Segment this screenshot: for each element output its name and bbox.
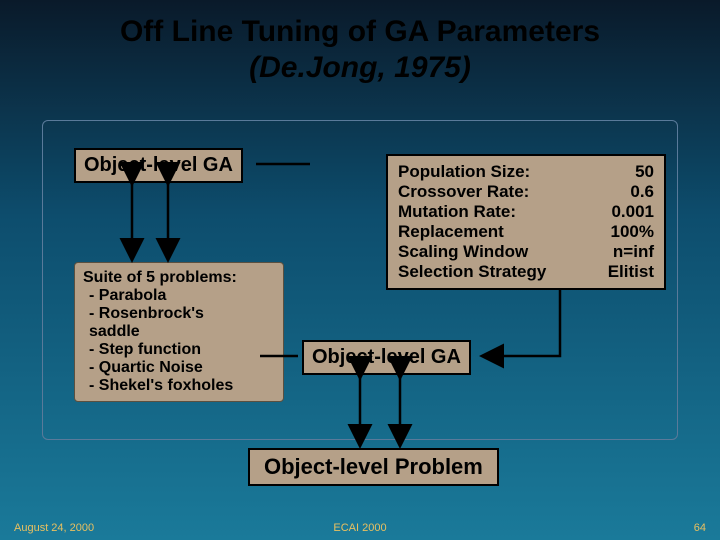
param-value: 0.6 [630, 182, 654, 202]
box-object-level-problem: Object-level Problem [248, 448, 499, 486]
param-row: Selection Strategy Elitist [398, 262, 654, 282]
suite-item: - Parabola [83, 287, 275, 305]
footer-date: August 24, 2000 [14, 522, 94, 534]
suite-title: Suite of 5 problems: [83, 269, 275, 287]
param-row: Scaling Window n=inf [398, 242, 654, 262]
param-label: Population Size: [398, 162, 530, 182]
title-line1: Off Line Tuning of GA Parameters [0, 14, 720, 50]
param-value: Elitist [608, 262, 654, 282]
param-label: Scaling Window [398, 242, 528, 262]
suite-item: - Shekel's foxholes [83, 377, 275, 395]
param-row: Population Size: 50 [398, 162, 654, 182]
suite-item: - Quartic Noise [83, 359, 275, 377]
footer-page-number: 64 [694, 522, 706, 534]
suite-item: saddle [83, 323, 275, 341]
footer-conference: ECAI 2000 [333, 522, 386, 534]
suite-item: - Step function [83, 341, 275, 359]
param-value: n=inf [613, 242, 654, 262]
box-object-level-ga-top: Object-level GA [74, 148, 243, 183]
param-label: Crossover Rate: [398, 182, 529, 202]
param-label: Selection Strategy [398, 262, 546, 282]
box-params: Population Size: 50 Crossover Rate: 0.6 Mu… [386, 154, 666, 290]
param-row: Mutation Rate: 0.001 [398, 202, 654, 222]
param-row: Replacement 100% [398, 222, 654, 242]
param-value: 100% [611, 222, 654, 242]
param-label: Mutation Rate: [398, 202, 516, 222]
suite-item: - Rosenbrock's [83, 305, 275, 323]
slide-title: Off Line Tuning of GA Parameters (De.Jon… [0, 0, 720, 86]
param-value: 50 [635, 162, 654, 182]
title-line2: (De.Jong, 1975) [0, 50, 720, 86]
param-row: Crossover Rate: 0.6 [398, 182, 654, 202]
box-object-level-ga-mid: Object-level GA [302, 340, 471, 375]
param-value: 0.001 [611, 202, 654, 222]
param-label: Replacement [398, 222, 504, 242]
box-suite-problems: Suite of 5 problems: - Parabola - Rosenb… [74, 262, 284, 402]
